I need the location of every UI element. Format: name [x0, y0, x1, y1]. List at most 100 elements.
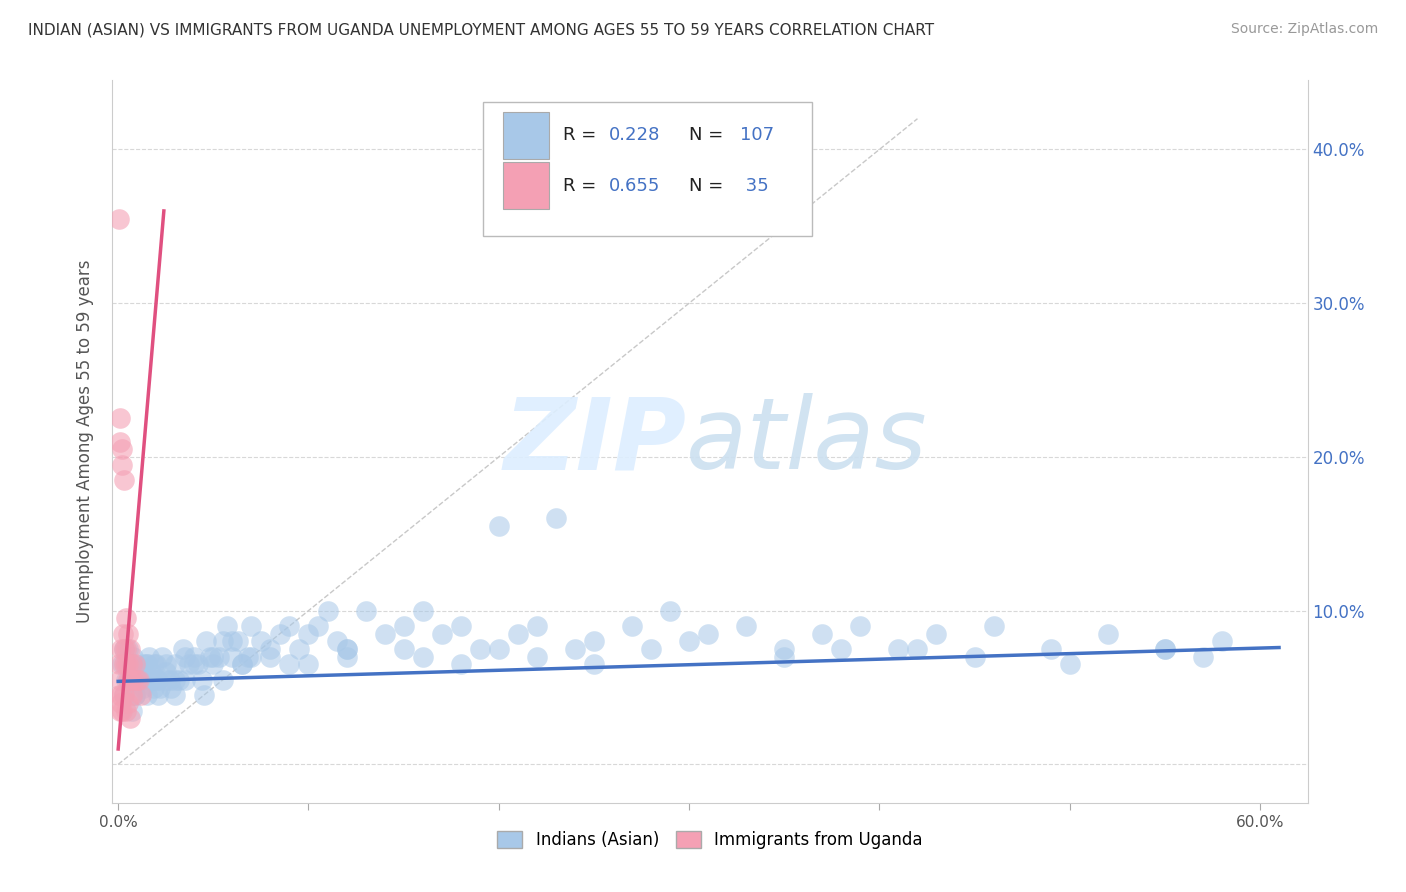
Point [117, 673, 139, 687]
Point [135, 688, 157, 702]
Point [582, 657, 605, 672]
Point [108, 434, 131, 449]
Point [1153, 642, 1175, 657]
Point [392, 619, 415, 633]
Point [111, 626, 134, 640]
Point [108, 688, 131, 702]
Point [236, 649, 259, 664]
Text: ZIP: ZIP [503, 393, 686, 490]
Point [112, 688, 135, 702]
Point [155, 665, 177, 680]
Point [127, 673, 149, 687]
Point [121, 657, 143, 672]
Point [1153, 642, 1175, 657]
Point [165, 673, 187, 687]
Point [526, 649, 548, 664]
Point [198, 649, 221, 664]
Point [506, 626, 529, 640]
Point [110, 696, 132, 710]
Point [143, 657, 166, 672]
Point [697, 626, 720, 640]
Point [108, 673, 131, 687]
Point [830, 642, 852, 657]
Point [117, 642, 139, 657]
Point [193, 688, 215, 702]
Point [269, 626, 291, 640]
Point [335, 642, 357, 657]
Y-axis label: Unemployment Among Ages 55 to 59 years: Unemployment Among Ages 55 to 59 years [76, 260, 94, 624]
Point [963, 649, 986, 664]
Point [122, 649, 145, 664]
Point [149, 681, 172, 695]
Point [121, 657, 143, 672]
Point [811, 626, 834, 640]
Point [250, 634, 273, 648]
Point [129, 688, 152, 702]
Point [165, 688, 187, 702]
Text: Source: ZipAtlas.com: Source: ZipAtlas.com [1230, 22, 1378, 37]
Point [124, 657, 146, 672]
Point [143, 681, 166, 695]
Point [907, 642, 929, 657]
Point [165, 657, 187, 672]
Point [288, 642, 311, 657]
Point [112, 642, 135, 657]
Point [849, 619, 872, 633]
Point [108, 411, 131, 425]
Text: atlas: atlas [686, 393, 928, 490]
Point [374, 626, 396, 640]
Point [139, 673, 162, 687]
Point [110, 642, 132, 657]
Point [450, 657, 472, 672]
Point [111, 458, 134, 472]
Point [146, 673, 169, 687]
Point [114, 642, 136, 657]
Point [183, 649, 205, 664]
Point [278, 619, 301, 633]
Point [202, 657, 225, 672]
Point [112, 642, 135, 657]
Point [132, 657, 155, 672]
Bar [503, 162, 548, 210]
Point [145, 673, 167, 687]
Point [135, 657, 157, 672]
Point [173, 649, 195, 664]
Point [259, 642, 281, 657]
Point [108, 704, 131, 718]
Point [412, 604, 434, 618]
Point [127, 673, 149, 687]
Point [114, 657, 136, 672]
Point [202, 649, 225, 664]
Point [564, 642, 586, 657]
Point [240, 619, 263, 633]
Point [111, 657, 134, 672]
Point [191, 673, 214, 687]
Text: N =: N = [689, 177, 728, 194]
Point [194, 634, 217, 648]
Point [112, 657, 135, 672]
Point [678, 634, 700, 648]
Point [640, 642, 662, 657]
Point [231, 657, 253, 672]
Point [121, 704, 143, 718]
Point [117, 696, 139, 710]
Point [127, 665, 149, 680]
Point [150, 649, 173, 664]
Point [112, 473, 135, 487]
Point [118, 673, 141, 687]
Text: R =: R = [562, 126, 602, 145]
Text: R =: R = [562, 177, 602, 194]
Point [582, 634, 605, 648]
Point [117, 626, 139, 640]
Point [335, 649, 357, 664]
Point [488, 519, 510, 533]
Point [1097, 626, 1119, 640]
Point [146, 688, 169, 702]
Point [172, 642, 194, 657]
Point [297, 657, 319, 672]
Point [1039, 642, 1062, 657]
Point [212, 673, 235, 687]
Point [111, 442, 134, 457]
Point [183, 657, 205, 672]
Point [544, 511, 567, 525]
